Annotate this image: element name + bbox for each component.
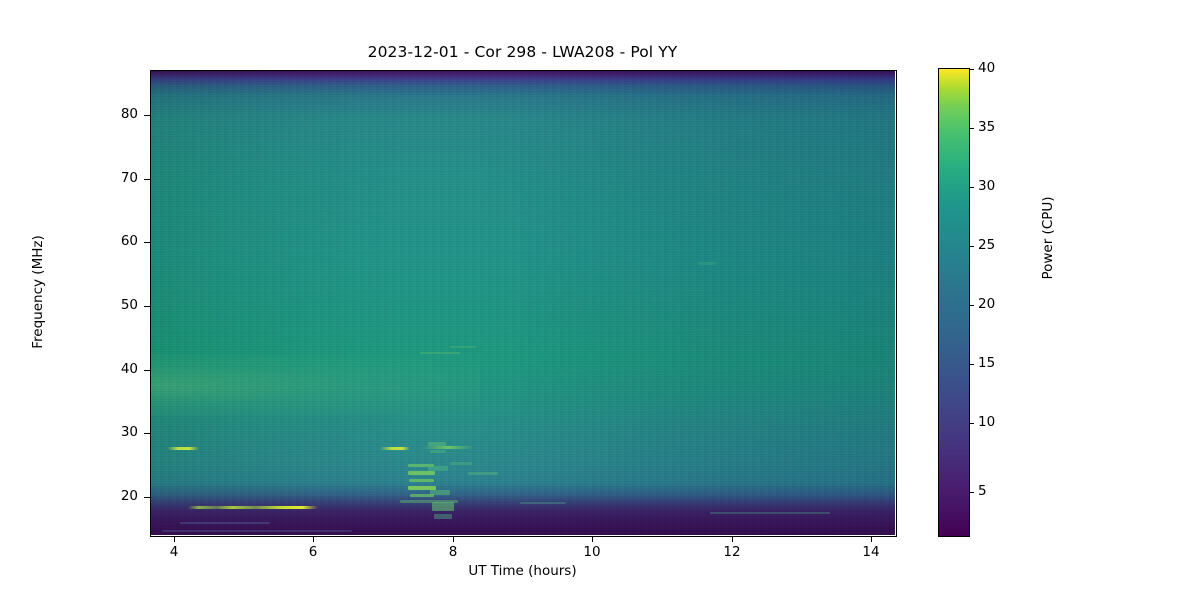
ytick-mark (144, 433, 150, 434)
plot-title: 2023-12-01 - Cor 298 - LWA208 - Pol YY (367, 43, 678, 61)
colorbar-tick-mark (969, 128, 974, 129)
ytick-label-60: 60 (120, 233, 138, 249)
colorbar-tick-mark (969, 305, 974, 306)
low-frequency-cutoff-band (150, 483, 895, 535)
ytick-mark (144, 497, 150, 498)
ytick-label-70: 70 (120, 170, 138, 186)
colorbar-label-20: 20 (978, 296, 996, 312)
colorbar-label-10: 10 (978, 414, 996, 430)
rfi-burst-cluster (408, 442, 466, 528)
ytick-mark (144, 370, 150, 371)
rfi-streak-18mhz (188, 506, 318, 509)
rfi-streak-42mhz-faint (420, 352, 460, 354)
y-axis-label: Frequency (MHz) (30, 235, 46, 349)
rfi-streak-19mhz-mid (400, 500, 458, 503)
ytick-mark (144, 179, 150, 180)
xtick-mark (871, 536, 872, 542)
spectrogram-heatmap[interactable] (150, 70, 895, 535)
xtick-label-10: 10 (583, 544, 601, 560)
xtick-label-6: 6 (308, 544, 318, 560)
rfi-patch-24mhz (450, 462, 472, 465)
enhanced-galactic-band (150, 355, 480, 415)
colorbar-label-40: 40 (978, 60, 996, 76)
ytick-mark (144, 306, 150, 307)
colorbar-tick-mark (969, 364, 974, 365)
colorbar-axis-label: Power (CPU) (1040, 196, 1056, 280)
ytick-label-30: 30 (120, 424, 138, 440)
rfi-streak-43mhz-faint (450, 346, 476, 348)
xtick-mark (732, 536, 733, 542)
colorbar[interactable] (938, 68, 970, 537)
ytick-mark (144, 242, 150, 243)
ytick-label-20: 20 (120, 488, 138, 504)
rfi-streak-15mhz-faint (162, 530, 352, 532)
colorbar-tick-mark (969, 246, 974, 247)
xtick-label-8: 8 (448, 544, 458, 560)
ytick-label-40: 40 (120, 361, 138, 377)
x-axis-label: UT Time (hours) (468, 563, 577, 579)
rfi-streak-27mhz-mid (380, 447, 410, 450)
xtick-label-4: 4 (169, 544, 179, 560)
xtick-label-14: 14 (862, 544, 880, 560)
xtick-mark (592, 536, 593, 542)
colorbar-tick-mark (969, 187, 974, 188)
rfi-patch-22mhz (468, 472, 498, 475)
rfi-streak-16mhz-faint (180, 522, 270, 524)
colorbar-label-5: 5 (978, 483, 987, 499)
xtick-mark (453, 536, 454, 542)
xtick-label-12: 12 (723, 544, 741, 560)
colorbar-tick-mark (969, 492, 974, 493)
rfi-streak-19mhz-late (520, 502, 566, 504)
rfi-streak-27mhz-late (422, 446, 474, 449)
xtick-mark (174, 536, 175, 542)
frequency-gradient-layer (150, 70, 895, 535)
ytick-label-80: 80 (120, 106, 138, 122)
rfi-streak-17mhz-right (710, 512, 830, 514)
colorbar-label-25: 25 (978, 237, 996, 253)
xtick-mark (313, 536, 314, 542)
rfi-streak-27mhz-early (167, 447, 199, 450)
colorbar-label-15: 15 (978, 355, 996, 371)
colorbar-label-35: 35 (978, 119, 996, 135)
ytick-mark (144, 115, 150, 116)
colorbar-tick-mark (969, 423, 974, 424)
time-gradient-layer (150, 70, 895, 535)
rfi-streak-55mhz-faint (698, 262, 716, 265)
colorbar-label-30: 30 (978, 178, 996, 194)
colorbar-tick-mark (969, 69, 974, 70)
pixel-noise-layer (150, 70, 895, 535)
ytick-label-50: 50 (120, 297, 138, 313)
